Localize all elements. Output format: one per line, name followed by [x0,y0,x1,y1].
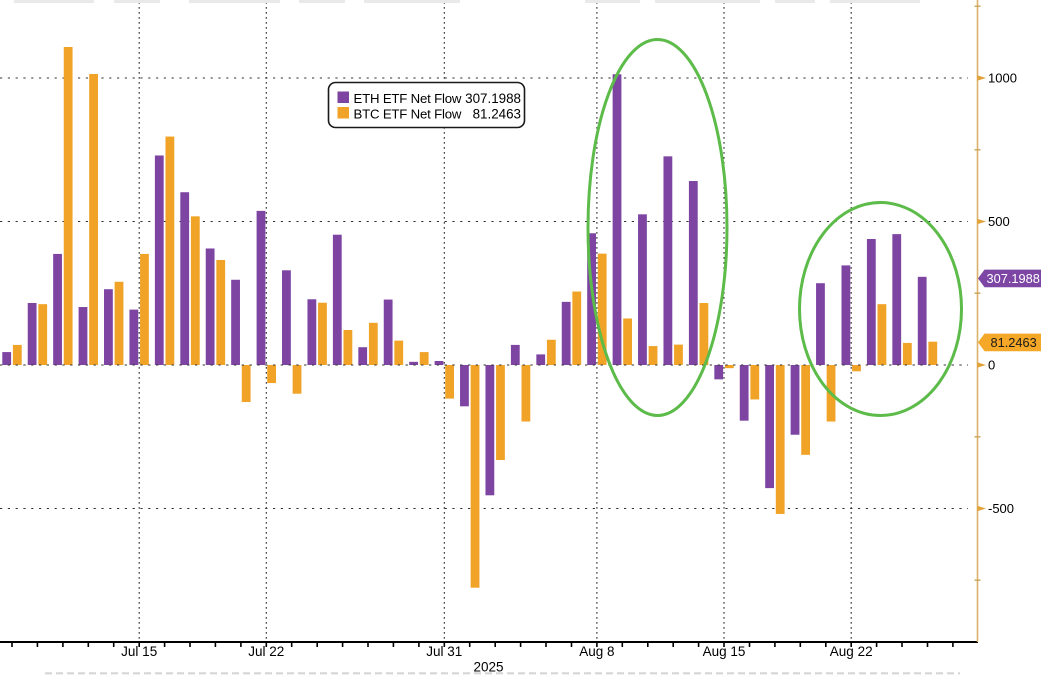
svg-text:81.2463: 81.2463 [473,107,521,122]
svg-text:BTC ETF Net Flow: BTC ETF Net Flow [354,107,462,122]
svg-text:Jul 31: Jul 31 [426,644,462,659]
svg-text:Jul 15: Jul 15 [121,644,157,659]
svg-text:500: 500 [988,214,1010,229]
svg-text:Aug 8: Aug 8 [579,644,614,659]
svg-text:Jul 22: Jul 22 [248,644,284,659]
svg-text:1000: 1000 [988,71,1017,86]
svg-text:Aug 22: Aug 22 [830,644,873,659]
svg-text:307.1988: 307.1988 [987,271,1040,286]
svg-text:81.2463: 81.2463 [991,335,1037,350]
svg-text:0: 0 [988,358,995,373]
svg-text:Aug 15: Aug 15 [703,644,746,659]
svg-text:2025: 2025 [473,660,503,675]
svg-text:-500: -500 [988,501,1014,516]
svg-text:307.1988: 307.1988 [465,91,521,106]
svg-text:ETH ETF Net Flow: ETH ETF Net Flow [354,91,462,106]
